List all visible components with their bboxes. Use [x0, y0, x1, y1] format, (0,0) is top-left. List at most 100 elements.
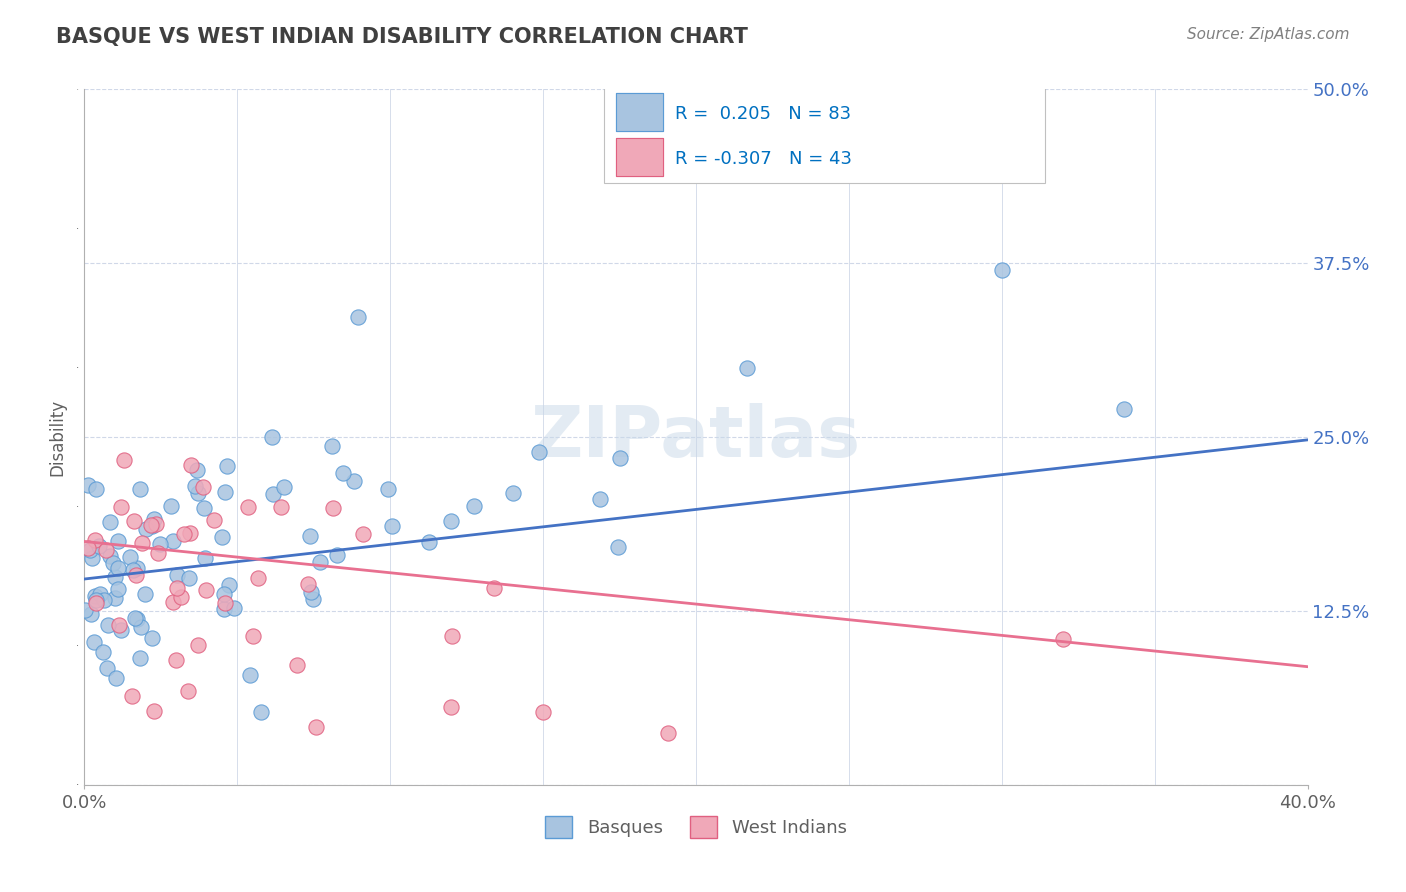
Text: R = -0.307   N = 43: R = -0.307 N = 43: [675, 150, 852, 168]
Basques: [160, 500, 183, 514]
West Indians: [305, 720, 328, 734]
West Indians: [122, 515, 145, 529]
West Indians: [202, 513, 225, 527]
Basques: [217, 459, 239, 474]
West Indians: [322, 501, 344, 516]
West Indians: [112, 452, 135, 467]
Basques: [502, 485, 524, 500]
Basques: [463, 499, 485, 513]
West Indians: [180, 458, 202, 472]
Basques: [218, 578, 240, 592]
Basques: [104, 671, 127, 685]
Basques: [194, 550, 217, 565]
Basques: [134, 587, 156, 601]
FancyBboxPatch shape: [605, 62, 1045, 183]
Basques: [260, 430, 283, 444]
Basques: [80, 607, 103, 621]
Basques: [98, 549, 121, 563]
Basques: [299, 585, 322, 599]
Basques: [301, 591, 323, 606]
West Indians: [162, 595, 184, 609]
West Indians: [145, 516, 167, 531]
FancyBboxPatch shape: [616, 138, 662, 177]
Basques: [129, 482, 152, 496]
Legend: Basques, West Indians: Basques, West Indians: [538, 809, 853, 846]
Basques: [1114, 402, 1136, 417]
West Indians: [121, 690, 143, 704]
Basques: [104, 570, 127, 584]
Basques: [127, 611, 149, 625]
Basques: [121, 564, 143, 578]
Basques: [91, 645, 114, 659]
Basques: [98, 515, 121, 529]
West Indians: [77, 541, 100, 555]
Basques: [321, 439, 343, 453]
Basques: [80, 551, 103, 566]
West Indians: [657, 725, 679, 739]
West Indians: [352, 527, 374, 541]
Basques: [120, 549, 142, 564]
Basques: [735, 361, 758, 376]
West Indians: [125, 568, 148, 582]
Basques: [107, 561, 129, 575]
Basques: [166, 568, 188, 582]
Basques: [107, 534, 129, 549]
Basques: [135, 522, 157, 536]
Basques: [212, 587, 235, 601]
Basques: [273, 480, 295, 494]
West Indians: [96, 543, 118, 558]
Basques: [589, 491, 612, 506]
West Indians: [173, 527, 195, 541]
Basques: [249, 706, 271, 720]
West Indians: [1052, 632, 1074, 646]
Basques: [93, 593, 115, 607]
Basques: [76, 477, 98, 491]
Basques: [716, 75, 738, 89]
Text: BASQUE VS WEST INDIAN DISABILITY CORRELATION CHART: BASQUE VS WEST INDIAN DISABILITY CORRELA…: [56, 27, 748, 46]
Basques: [143, 512, 166, 526]
West Indians: [236, 500, 259, 515]
Basques: [527, 445, 550, 459]
West Indians: [179, 525, 201, 540]
Basques: [141, 632, 163, 646]
West Indians: [440, 629, 463, 643]
West Indians: [440, 699, 463, 714]
FancyBboxPatch shape: [616, 93, 662, 131]
Basques: [83, 635, 105, 649]
Basques: [79, 542, 101, 557]
West Indians: [165, 653, 187, 667]
Basques: [239, 667, 262, 681]
Basques: [125, 561, 148, 575]
Basques: [332, 466, 354, 480]
Basques: [141, 518, 163, 533]
Basques: [214, 484, 236, 499]
West Indians: [242, 630, 264, 644]
Text: ZIPatlas: ZIPatlas: [531, 402, 860, 472]
West Indians: [170, 590, 193, 604]
Basques: [87, 540, 110, 554]
West Indians: [83, 533, 105, 548]
West Indians: [176, 684, 198, 698]
West Indians: [110, 500, 132, 514]
West Indians: [194, 582, 217, 597]
West Indians: [482, 581, 505, 595]
West Indians: [247, 571, 270, 585]
Basques: [212, 602, 235, 616]
Basques: [177, 571, 200, 585]
West Indians: [139, 518, 162, 533]
Text: Source: ZipAtlas.com: Source: ZipAtlas.com: [1187, 27, 1350, 42]
Basques: [131, 620, 153, 634]
Basques: [609, 450, 631, 465]
West Indians: [191, 480, 214, 494]
West Indians: [143, 704, 166, 718]
Basques: [104, 591, 127, 606]
Basques: [187, 485, 209, 500]
Basques: [440, 514, 463, 528]
West Indians: [187, 638, 209, 652]
Basques: [162, 533, 184, 548]
Basques: [298, 529, 321, 543]
Basques: [377, 482, 399, 496]
West Indians: [214, 596, 236, 610]
Basques: [107, 582, 129, 596]
Basques: [83, 590, 105, 604]
